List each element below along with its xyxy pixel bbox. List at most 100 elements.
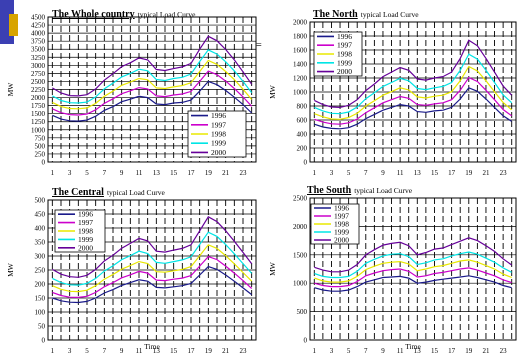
legend-label: 1998 — [78, 227, 93, 236]
legend-label: 2000 — [211, 148, 226, 157]
y-tick-label: 2250 — [31, 86, 46, 94]
y-tick-label: 400 — [35, 225, 46, 233]
y-tick-label: 3500 — [31, 46, 46, 54]
x-tick-label: 3 — [68, 347, 72, 355]
chart-subtitle: typical Load Curve — [138, 10, 197, 19]
series-line-1998 — [314, 65, 513, 120]
y-tick-label: 1000 — [293, 89, 308, 97]
y-tick-label: 4250 — [31, 22, 46, 30]
x-tick-label: 21 — [482, 347, 490, 355]
x-tick-label: 11 — [397, 347, 404, 355]
y-tick-label: 1500 — [31, 110, 46, 118]
legend-label: 2000 — [334, 236, 349, 245]
chart-title: The Central — [52, 187, 104, 198]
y-tick-label: 500 — [297, 308, 308, 316]
x-tick-label: 13 — [414, 169, 422, 177]
x-tick-label: 19 — [465, 347, 473, 355]
legend-label: 1997 — [78, 218, 93, 227]
y-tick-label: 2500 — [31, 78, 46, 86]
x-tick-label: 11 — [136, 169, 143, 177]
x-tick-label: 7 — [364, 169, 368, 177]
y-tick-label: 300 — [35, 253, 46, 261]
legend-box — [313, 31, 363, 77]
y-tick-label: 500 — [35, 142, 46, 150]
y-tick-label: 3750 — [31, 38, 46, 46]
x-tick-label: 1 — [313, 169, 317, 177]
series-line-1997 — [314, 76, 513, 125]
y-tick-label: 3000 — [31, 62, 46, 70]
legend-label: 1996 — [334, 204, 349, 213]
x-tick-label: 17 — [448, 169, 456, 177]
y-tick-label: 4500 — [31, 14, 46, 22]
y-tick-label: 450 — [35, 211, 46, 219]
x-tick-label: 21 — [222, 347, 230, 355]
x-tick-label: 5 — [85, 169, 89, 177]
legend-label: 1999 — [211, 139, 226, 148]
x-tick-label: 13 — [153, 347, 161, 355]
corner-gold-bar — [9, 14, 18, 36]
y-tick-label: 350 — [35, 239, 46, 247]
legend-label: 1996 — [78, 210, 93, 219]
chart-title: The North — [313, 9, 358, 20]
series-line-1997 — [52, 70, 253, 116]
legend-label: 1999 — [337, 58, 352, 67]
y-tick-label: 800 — [297, 103, 308, 111]
legend-label: 2000 — [78, 243, 93, 252]
y-tick-label: 0 — [42, 337, 46, 345]
series-line-2000 — [51, 35, 253, 97]
y-tick-label: 400 — [297, 131, 308, 139]
x-tick-label: 13 — [414, 347, 422, 355]
legend-label: 1998 — [334, 220, 349, 229]
x-tick-label: 5 — [347, 169, 351, 177]
x-tick-label: 17 — [188, 347, 196, 355]
y-axis-label: MW — [6, 262, 15, 277]
legend-label: 2000 — [337, 67, 352, 76]
x-tick-label: 15 — [431, 347, 439, 355]
x-tick-label: 7 — [103, 347, 107, 355]
x-tick-label: 3 — [68, 169, 72, 177]
x-tick-label: 21 — [222, 169, 230, 177]
series-line-2000 — [314, 237, 513, 273]
y-tick-label: 1500 — [293, 251, 308, 259]
x-axis-label: Time — [405, 342, 421, 351]
chart-panel-0: 0250500750100012501500175020002250250027… — [6, 9, 257, 177]
y-tick-label: 1250 — [31, 118, 46, 126]
y-tick-label: 1000 — [31, 126, 46, 134]
series-line-1998 — [52, 244, 253, 293]
y-tick-label: 200 — [35, 281, 46, 289]
stray-mark: = — [256, 40, 262, 51]
x-tick-label: 9 — [120, 169, 124, 177]
x-tick-label: 5 — [85, 347, 89, 355]
y-tick-label: 250 — [35, 150, 46, 158]
x-tick-label: 21 — [482, 169, 490, 177]
y-tick-label: 0 — [304, 159, 308, 167]
x-tick-label: 11 — [136, 347, 143, 355]
y-tick-label: 1750 — [31, 102, 46, 110]
x-tick-label: 19 — [205, 347, 213, 355]
chart-subtitle: typical Load Curve — [107, 188, 166, 197]
series-line-1999 — [314, 53, 513, 115]
y-axis-label: MW — [268, 84, 277, 99]
legend-label: 1998 — [337, 50, 352, 59]
y-axis-label: MW — [6, 82, 15, 97]
x-tick-label: 17 — [448, 347, 456, 355]
x-tick-label: 19 — [205, 169, 213, 177]
y-tick-label: 750 — [35, 134, 46, 142]
y-tick-label: 50 — [38, 323, 46, 331]
legend-label: 1997 — [211, 120, 226, 129]
x-tick-label: 15 — [170, 169, 178, 177]
y-tick-label: 3250 — [31, 54, 46, 62]
x-tick-label: 15 — [431, 169, 439, 177]
legend-label: 1998 — [211, 130, 226, 139]
series-line-1999 — [52, 231, 253, 286]
y-tick-label: 2000 — [293, 19, 308, 27]
chart-title: The Whole country — [52, 9, 135, 20]
x-tick-label: 15 — [170, 347, 178, 355]
y-tick-label: 1800 — [293, 33, 308, 41]
y-tick-label: 100 — [35, 309, 46, 317]
series-line-1997 — [314, 267, 512, 288]
